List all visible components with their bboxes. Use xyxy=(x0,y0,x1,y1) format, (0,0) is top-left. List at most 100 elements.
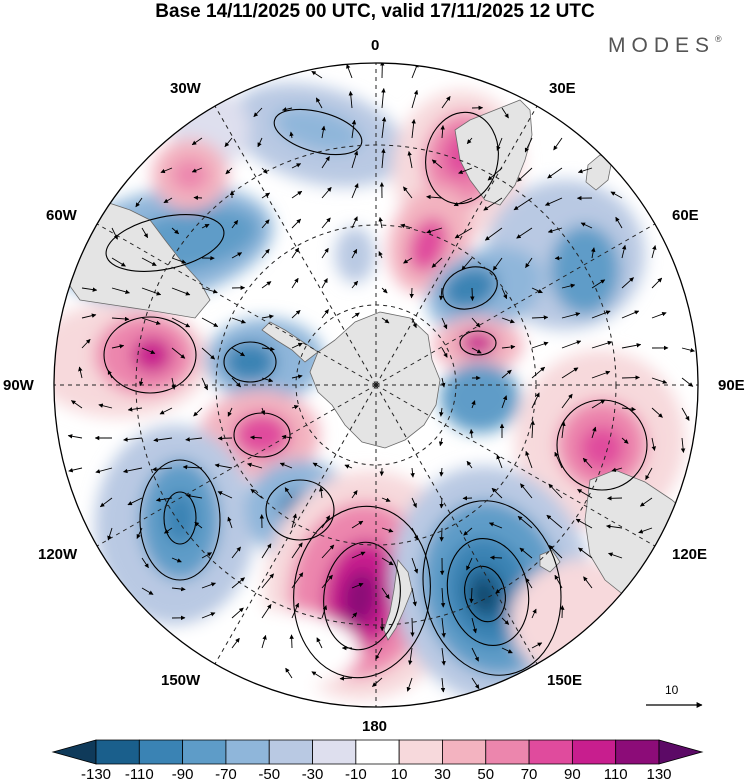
wind-arrow xyxy=(524,137,533,153)
wind-arrow xyxy=(553,137,563,151)
colorbar-swatch xyxy=(138,739,184,765)
wind-arrow xyxy=(461,257,473,271)
colorbar-tick-label: -130 xyxy=(80,766,112,783)
wind-arrow xyxy=(291,247,300,259)
wind-arrow xyxy=(580,222,593,229)
colorbar-tick-label: -70 xyxy=(215,766,237,783)
wind-arrow xyxy=(378,251,383,259)
colorbar-swatch xyxy=(528,739,573,765)
wind-arrow xyxy=(454,227,473,239)
wind-arrow xyxy=(525,257,533,268)
wind-arrow xyxy=(291,163,302,169)
wind-arrow xyxy=(501,647,513,654)
wind-arrow xyxy=(561,421,566,439)
africa xyxy=(454,99,533,206)
wind-arrow xyxy=(621,437,629,444)
wind-arrow xyxy=(372,677,383,687)
anomaly-patch xyxy=(172,159,208,191)
wind-arrow xyxy=(441,317,448,330)
wind-arrow xyxy=(458,167,473,174)
wind-arrow xyxy=(501,617,510,625)
wind-arrow xyxy=(554,451,563,469)
wind-arrow xyxy=(561,340,582,349)
wind-arrow xyxy=(231,377,242,388)
colorbar-tick-label: 50 xyxy=(477,766,495,783)
wind-arrow xyxy=(531,642,543,649)
wind-arrow xyxy=(471,317,481,328)
wind-arrow xyxy=(291,342,303,349)
wind-arrow xyxy=(501,287,508,300)
wind-arrow xyxy=(378,216,383,229)
antarctic-peninsula xyxy=(261,321,319,363)
wind-arrow xyxy=(141,227,149,239)
wind-arrow xyxy=(591,279,606,289)
wind-arrow xyxy=(501,395,508,409)
wind-arrow xyxy=(487,167,503,181)
wind-arrow xyxy=(281,434,293,440)
meridian-line xyxy=(375,384,538,665)
wind-arrow xyxy=(291,374,303,379)
wind-arrow xyxy=(561,283,576,289)
colorbar-tick-label: 130 xyxy=(646,766,672,783)
wind-arrow xyxy=(111,344,125,349)
wind-arrow xyxy=(231,252,243,259)
wind-arrow xyxy=(321,247,329,259)
wind-arrow xyxy=(171,377,176,390)
wind-arrow xyxy=(591,370,611,379)
wind-arrow xyxy=(351,216,358,229)
wind-arrow xyxy=(484,227,503,241)
colorbar-swatch xyxy=(95,739,140,765)
wind-arrow xyxy=(381,116,387,139)
map-border xyxy=(53,62,699,708)
wind-arrow xyxy=(426,227,443,234)
meridian-line xyxy=(96,384,377,547)
wind-arrow xyxy=(351,582,364,589)
wind-arrow xyxy=(501,344,516,350)
colorbar-swatch xyxy=(615,739,660,765)
wind-arrow xyxy=(466,137,473,145)
wind-arrow xyxy=(141,347,156,354)
wind-arrow xyxy=(561,367,579,379)
wind-arrow xyxy=(561,393,573,409)
lon-label-90e: 90E xyxy=(718,377,745,394)
map-title: Base 14/11/2025 00 UTC, valid 17/11/2025… xyxy=(155,1,595,22)
wind-arrow xyxy=(606,524,623,529)
wind-arrow xyxy=(217,491,233,499)
wind-arrow xyxy=(439,407,444,417)
wind-arrow xyxy=(431,257,443,268)
wind-arrow xyxy=(141,287,162,296)
wind-arrow xyxy=(282,107,293,112)
wind-arrow xyxy=(231,577,245,589)
meridian-line xyxy=(214,384,377,665)
wind-arrow xyxy=(321,544,335,559)
wind-arrow xyxy=(520,483,533,499)
wind-arrow xyxy=(135,197,143,208)
reference-vector-value: 10 xyxy=(665,683,679,697)
brand-logo: MODES® xyxy=(608,34,722,58)
meridian-line xyxy=(214,105,377,386)
wind-arrow xyxy=(348,90,354,109)
wind-arrow xyxy=(231,607,244,619)
wind-arrow xyxy=(171,287,191,296)
anomaly-patch xyxy=(164,492,196,544)
wind-arrow xyxy=(217,436,233,441)
colorbar-swatch xyxy=(485,739,530,765)
wind-arrow xyxy=(621,277,634,289)
new-zealand xyxy=(383,559,413,641)
wind-arrow xyxy=(141,557,149,569)
anomaly-patch xyxy=(460,331,496,355)
wind-arrow xyxy=(351,612,358,619)
anomaly-patch xyxy=(224,342,276,382)
wind-arrow xyxy=(531,392,540,409)
wind-arrow xyxy=(155,497,173,503)
wind-arrow xyxy=(466,557,473,571)
wind-arrow xyxy=(289,634,294,649)
colorbar-swatch xyxy=(442,739,487,765)
wind-arrow xyxy=(225,167,233,175)
wind-arrow xyxy=(351,490,358,499)
wind-arrow xyxy=(171,347,186,359)
wind-arrow xyxy=(411,118,416,139)
wind-arrow xyxy=(488,522,503,529)
wind-arrow xyxy=(400,223,413,229)
contour-line xyxy=(223,341,277,383)
